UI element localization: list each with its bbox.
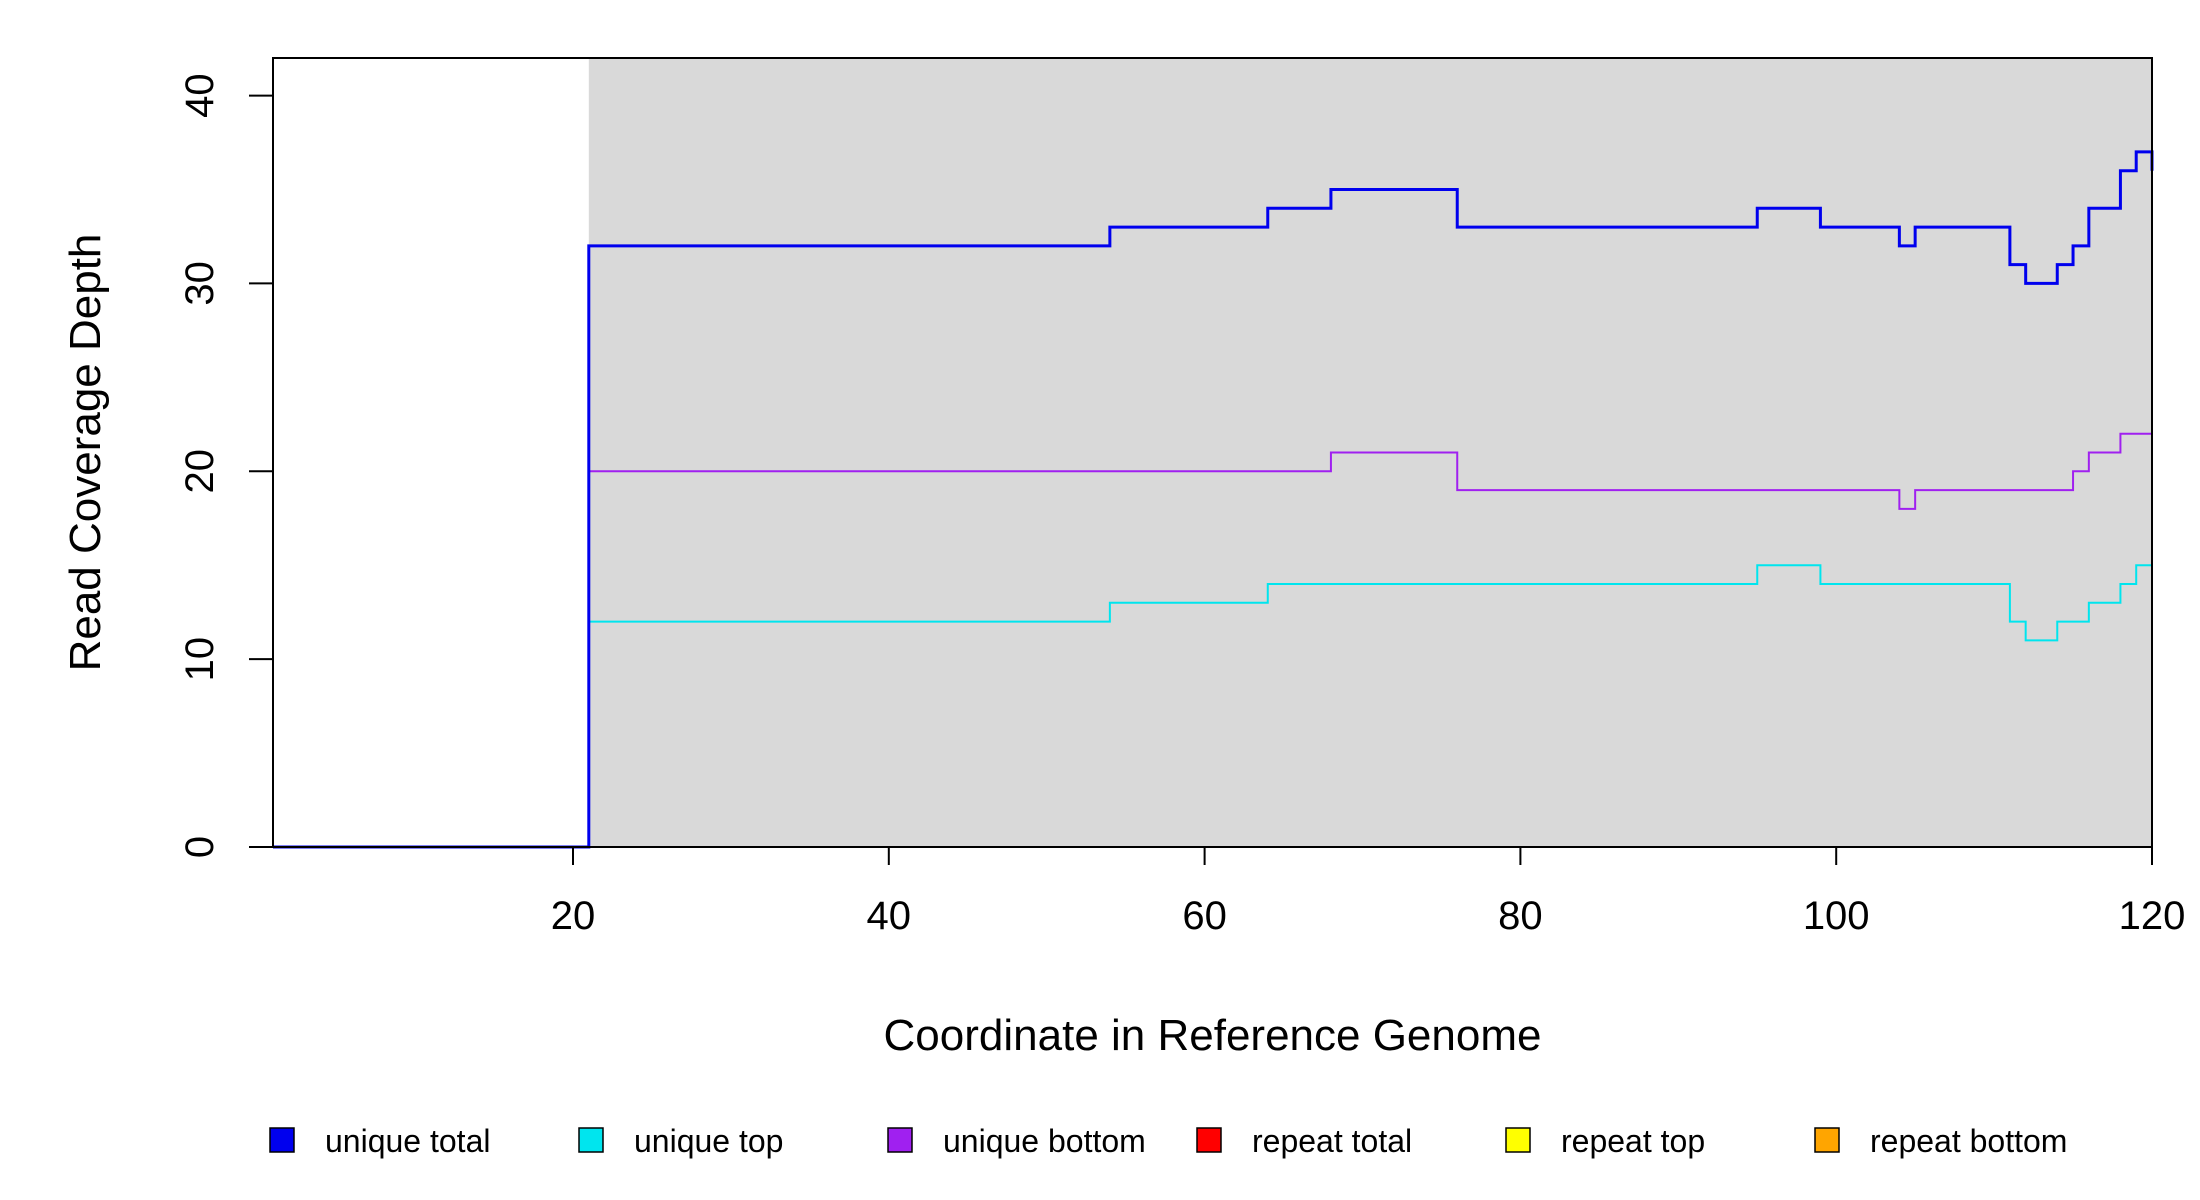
legend-swatch-repeat-bottom xyxy=(1814,1127,1840,1153)
legend-label-unique-total: unique total xyxy=(325,1123,490,1159)
legend-label-repeat-total: repeat total xyxy=(1252,1123,1412,1159)
x-tick-label-120: 120 xyxy=(2119,894,2186,938)
y-axis-title: Read Coverage Depth xyxy=(61,234,110,672)
y-tick-label-10: 10 xyxy=(178,637,222,682)
x-tick-label-60: 60 xyxy=(1182,894,1227,938)
x-axis-title: Coordinate in Reference Genome xyxy=(884,1011,1542,1060)
x-tick-label-80: 80 xyxy=(1498,894,1543,938)
legend-swatch-unique-bottom xyxy=(887,1127,913,1153)
y-axis: 0 10 20 30 40 xyxy=(178,73,273,858)
x-axis: 20 40 60 80 100 120 xyxy=(551,847,2186,938)
legend-label-unique-top: unique top xyxy=(634,1123,783,1159)
y-tick-label-30: 30 xyxy=(178,261,222,306)
legend-swatch-repeat-total xyxy=(1196,1127,1222,1153)
legend-swatch-repeat-top xyxy=(1505,1127,1531,1153)
y-tick-label-20: 20 xyxy=(178,449,222,494)
legend: unique total unique top unique bottom repea… xyxy=(269,1123,2067,1159)
legend-label-repeat-bottom: repeat bottom xyxy=(1870,1123,2067,1159)
legend-label-repeat-top: repeat top xyxy=(1561,1123,1705,1159)
plot-frame xyxy=(272,57,2153,848)
legend-swatch-unique-total xyxy=(269,1127,295,1153)
y-tick-label-40: 40 xyxy=(178,73,222,118)
series-line-unique-total xyxy=(273,150,2154,849)
legend-swatch-unique-top xyxy=(578,1127,604,1153)
series-line-unique-bottom xyxy=(273,432,2152,848)
x-tick-label-100: 100 xyxy=(1803,894,1870,938)
x-tick-label-40: 40 xyxy=(867,894,912,938)
legend-label-unique-bottom: unique bottom xyxy=(943,1123,1146,1159)
x-tick-label-20: 20 xyxy=(551,894,596,938)
series-line-unique-top xyxy=(273,564,2152,848)
y-tick-label-0: 0 xyxy=(178,836,222,858)
